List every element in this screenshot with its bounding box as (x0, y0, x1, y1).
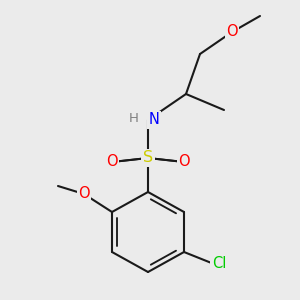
Text: O: O (78, 187, 90, 202)
Text: O: O (106, 154, 118, 169)
Text: S: S (143, 151, 153, 166)
Text: O: O (178, 154, 190, 169)
Text: Cl: Cl (212, 256, 226, 272)
Text: H: H (129, 112, 139, 125)
Text: N: N (148, 112, 159, 128)
Text: O: O (226, 25, 238, 40)
